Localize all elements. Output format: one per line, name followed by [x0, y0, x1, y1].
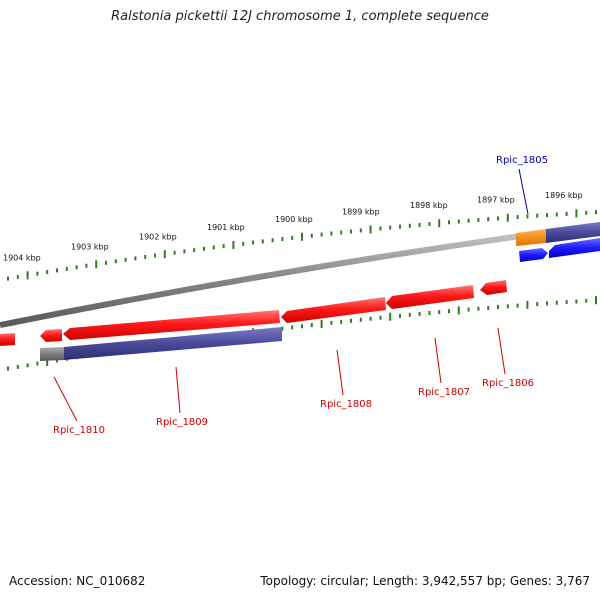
leader-rpic-1808 [336, 349, 344, 396]
gene-arrow-rpic-1808[interactable] [281, 297, 386, 323]
leader-rpic-1810 [53, 376, 78, 422]
scale-label: 1896 kbp [545, 191, 583, 200]
gene-label-rpic-1805[interactable]: Rpic_1805 [496, 155, 548, 166]
leader-rpic-1809 [175, 366, 181, 414]
gene-leader-lines [53, 168, 529, 422]
scale-ticks-upper [7, 209, 597, 281]
upper-features [516, 222, 600, 262]
feature-gray[interactable] [40, 347, 64, 361]
scale-label: 1901 kbp [207, 223, 245, 232]
gene-labels: Rpic_1805 Rpic_1806 Rpic_1807 Rpic_1808 … [53, 155, 548, 436]
scale-label: 1903 kbp [71, 242, 109, 251]
gene-label-rpic-1807[interactable]: Rpic_1807 [418, 387, 470, 398]
feature-orange[interactable] [516, 229, 546, 246]
scale-label: 1898 kbp [410, 201, 448, 210]
scale-labels: 1904 kbp 1903 kbp 1902 kbp 1901 kbp 1900 kbp… [3, 191, 583, 262]
gene-arrow-rpic-1809[interactable] [63, 310, 280, 340]
gene-arrow-rpic-1805a[interactable] [519, 248, 548, 262]
scale-label: 1900 kbp [275, 215, 313, 224]
map-title: Ralstonia pickettii 12J chromosome 1, co… [111, 9, 489, 24]
gene-label-rpic-1808[interactable]: Rpic_1808 [320, 399, 372, 410]
scale-label: 1902 kbp [139, 232, 177, 241]
scale-label: 1899 kbp [342, 208, 380, 217]
accession-text: Accession: NC_010682 [9, 574, 146, 588]
gene-label-rpic-1810[interactable]: Rpic_1810 [53, 425, 105, 436]
scale-label: 1904 kbp [3, 253, 41, 262]
scale-label: 1897 kbp [477, 196, 515, 205]
gene-arrow-rpic-1810[interactable] [40, 329, 62, 342]
feature-purple-cds[interactable] [546, 222, 600, 243]
leader-rpic-1805 [518, 168, 529, 215]
leader-rpic-1806 [497, 327, 506, 375]
gene-arrow-rpic-1806[interactable] [480, 280, 507, 295]
lower-features [0, 280, 507, 361]
topology-summary: Topology: circular; Length: 3,942,557 bp… [260, 574, 590, 588]
feature-purple-cds-lower[interactable] [64, 327, 282, 360]
gene-arrow-rpic-1807[interactable] [386, 285, 474, 309]
gene-arrow-left-edge[interactable] [0, 333, 15, 346]
gene-label-rpic-1806[interactable]: Rpic_1806 [482, 378, 534, 389]
gene-arrow-rpic-1805b[interactable] [549, 238, 600, 258]
leader-rpic-1807 [434, 337, 442, 384]
gene-label-rpic-1809[interactable]: Rpic_1809 [156, 417, 208, 428]
